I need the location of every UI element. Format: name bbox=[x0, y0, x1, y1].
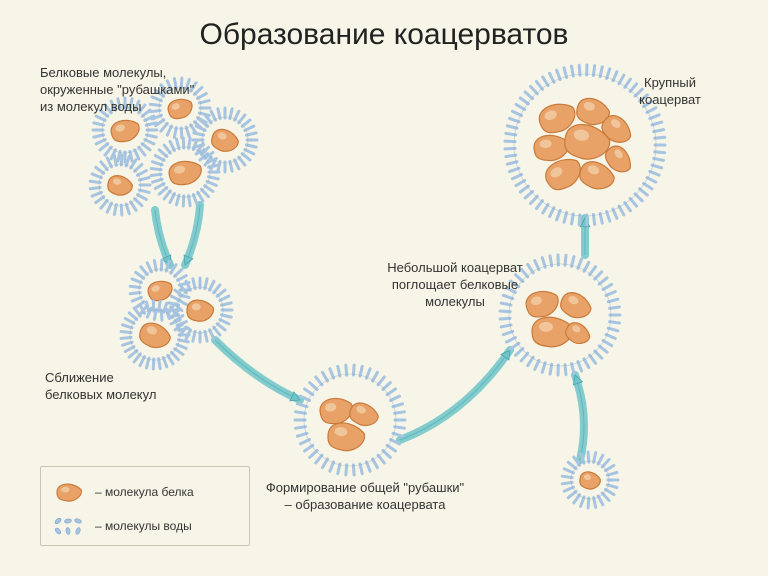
legend-protein-row: – молекула белка bbox=[49, 475, 241, 509]
label-stage1: Белковые молекулы, окруженные "рубашками… bbox=[40, 65, 220, 116]
label-stage5: Крупный коацерват bbox=[610, 75, 730, 109]
label-stage4: Небольшой коацерват поглощает белковые м… bbox=[370, 260, 540, 311]
water-icon bbox=[49, 514, 89, 538]
label-stage2: Сближение белковых молекул bbox=[45, 370, 185, 404]
legend-protein-text: – молекула белка bbox=[89, 485, 241, 499]
label-stage3: Формирование общей "рубашки" – образован… bbox=[250, 480, 480, 514]
protein-icon bbox=[49, 480, 89, 504]
legend-water-text: – молекулы воды bbox=[89, 519, 241, 533]
legend-water-row: – молекулы воды bbox=[49, 509, 241, 543]
page-title: Образование коацерватов bbox=[0, 0, 768, 52]
legend-box: – молекула белка – молекулы воды bbox=[40, 466, 250, 546]
